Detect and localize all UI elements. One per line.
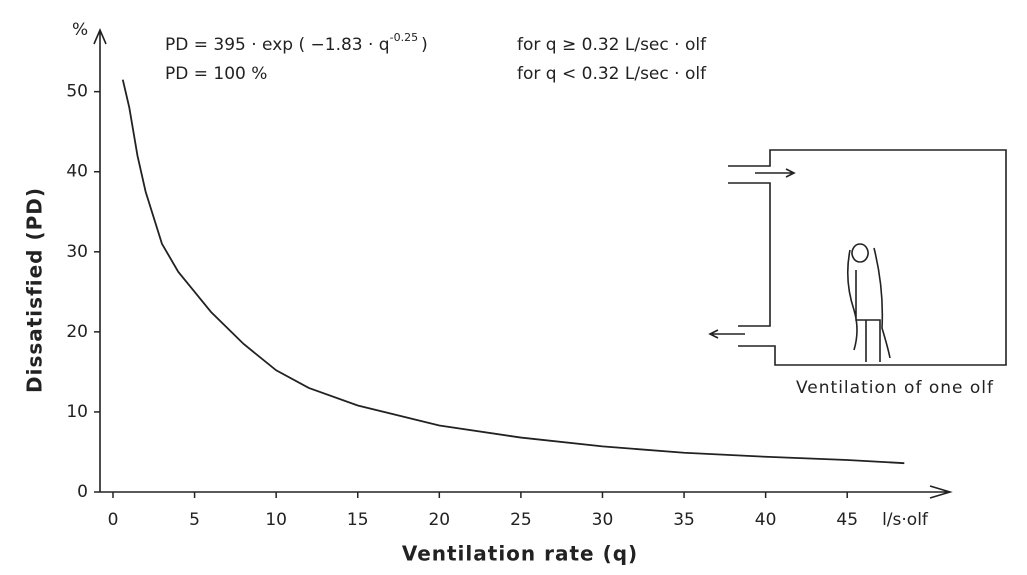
formula: PD = 395 · exp ( −1.83 · q-0.25) bbox=[165, 31, 428, 55]
y-axis-label: Dissatisfied (PD) bbox=[23, 187, 47, 393]
x-tick-label: 35 bbox=[673, 510, 695, 530]
x-tick-label: 10 bbox=[265, 510, 287, 530]
formula-suffix: ) bbox=[421, 35, 428, 55]
x-tick-label: 15 bbox=[347, 510, 369, 530]
x-tick-label: 30 bbox=[592, 510, 614, 530]
y-tick-label: 50 bbox=[66, 82, 88, 102]
y-unit: % bbox=[72, 20, 88, 40]
y-tick-label: 10 bbox=[66, 402, 88, 422]
formula-prefix: PD = 395 · exp ( −1.83 · q bbox=[165, 35, 390, 55]
x-axis bbox=[100, 485, 953, 499]
formula-2-condition: for q < 0.32 L/sec · olf bbox=[517, 64, 707, 84]
y-tick-label: 20 bbox=[66, 322, 88, 342]
x-tick-label: 45 bbox=[836, 510, 858, 530]
data-line bbox=[121, 79, 905, 465]
inset-caption: Ventilation of one olf bbox=[796, 378, 994, 398]
formula-exponent: -0.25 bbox=[390, 31, 418, 44]
x-tick-label: 25 bbox=[510, 510, 532, 530]
y-tick-label: 0 bbox=[77, 482, 88, 502]
x-axis-label: Ventilation rate (q) bbox=[402, 542, 638, 566]
x-unit: l/s·olf bbox=[882, 510, 929, 530]
x-tick-label: 0 bbox=[108, 510, 119, 530]
inset-room: Ventilation of one olf bbox=[708, 149, 1007, 398]
y-tick-label: 30 bbox=[66, 242, 88, 262]
formula-2: PD = 100 % bbox=[165, 64, 267, 84]
y-axis bbox=[93, 27, 107, 492]
y-tick-label: 40 bbox=[66, 162, 88, 182]
x-tick-label: 5 bbox=[189, 510, 200, 530]
x-tick-label: 40 bbox=[755, 510, 777, 530]
formula-condition: for q ≥ 0.32 L/sec · olf bbox=[517, 35, 707, 55]
x-tick-label: 20 bbox=[428, 510, 450, 530]
